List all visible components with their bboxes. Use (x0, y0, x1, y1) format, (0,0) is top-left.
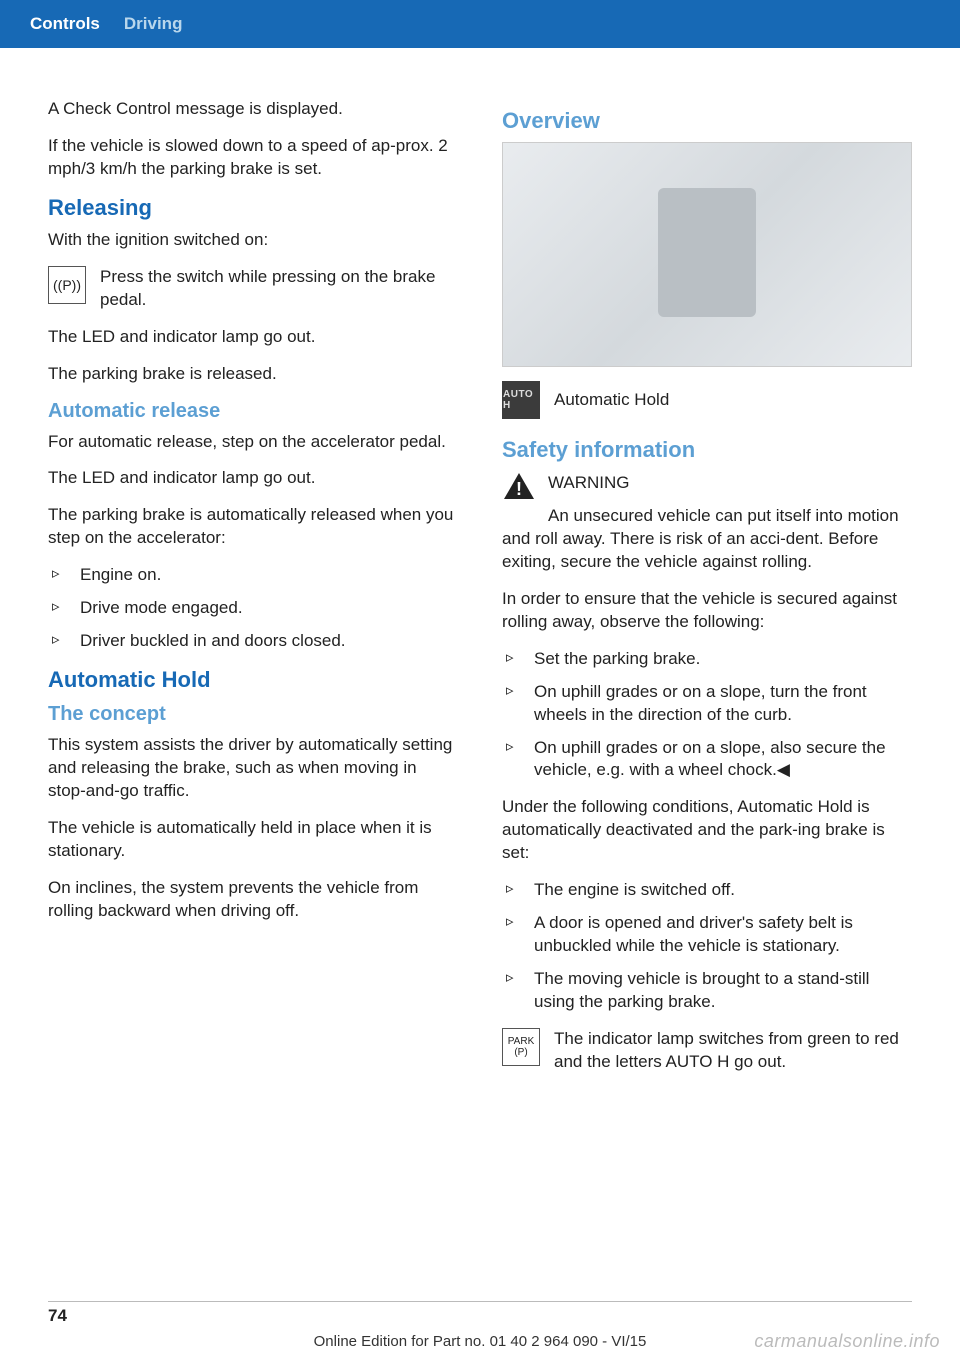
page-content: A Check Control message is displayed. If… (0, 48, 960, 1088)
body-text: The vehicle is automatically held in pla… (48, 817, 458, 863)
list-item: Engine on. (48, 564, 458, 587)
right-column: Overview AUTO H Automatic Hold Safety in… (502, 98, 912, 1088)
body-text: On inclines, the system prevents the veh… (48, 877, 458, 923)
body-text: With the ignition switched on: (48, 229, 458, 252)
icon-instruction-row: ((P)) Press the switch while pressing on… (48, 266, 458, 312)
heading-automatic-hold: Automatic Hold (48, 667, 458, 693)
body-text: This system assists the driver by automa… (48, 734, 458, 803)
body-text: Under the following conditions, Automati… (502, 796, 912, 865)
list-item: Drive mode engaged. (48, 597, 458, 620)
body-text: An unsecured vehicle can put itself into… (502, 505, 912, 574)
header-bar: Controls Driving (0, 0, 960, 48)
tab-driving[interactable]: Driving (124, 14, 183, 34)
body-text: The LED and indicator lamp go out. (48, 326, 458, 349)
auto-h-button-icon: AUTO H (502, 381, 540, 419)
body-text: The parking brake is automatically relea… (48, 504, 458, 550)
body-text: The parking brake is released. (48, 363, 458, 386)
park-text-bot: (P) (514, 1047, 527, 1058)
list-item: Driver buckled in and doors closed. (48, 630, 458, 653)
heading-overview: Overview (502, 108, 912, 134)
warning-label: WARNING (548, 471, 630, 493)
warning-icon: ! (502, 471, 536, 501)
svg-text:!: ! (516, 479, 522, 499)
list-item: On uphill grades or on a slope, turn the… (502, 681, 912, 727)
body-text: A Check Control message is displayed. (48, 98, 458, 121)
body-text: Press the switch while pressing on the b… (100, 266, 458, 312)
body-text: For automatic release, step on the accel… (48, 431, 458, 454)
heading-automatic-release: Automatic release (48, 400, 458, 423)
watermark-text: carmanualsonline.info (754, 1331, 940, 1352)
body-text: In order to ensure that the vehicle is s… (502, 588, 912, 634)
park-text-top: PARK (508, 1036, 535, 1047)
list-item: On uphill grades or on a slope, also sec… (502, 737, 912, 783)
list-item: The moving vehicle is brought to a stand… (502, 968, 912, 1014)
bullet-list: Engine on. Drive mode engaged. Driver bu… (48, 564, 458, 653)
left-column: A Check Control message is displayed. If… (48, 98, 458, 1088)
warning-header-row: ! WARNING (502, 471, 912, 501)
body-text: If the vehicle is slowed down to a speed… (48, 135, 458, 181)
body-text: Automatic Hold (554, 381, 912, 412)
warning-text: An unsecured vehicle can put itself into… (502, 506, 899, 571)
bullet-list: Set the parking brake. On uphill grades … (502, 648, 912, 783)
console-figure (502, 142, 912, 367)
body-text: The LED and indicator lamp go out. (48, 467, 458, 490)
heading-safety-information: Safety information (502, 437, 912, 463)
park-indicator-row: PARK (P) The indicator lamp switches fro… (502, 1028, 912, 1074)
parking-brake-icon: ((P)) (48, 266, 86, 304)
heading-the-concept: The concept (48, 703, 458, 726)
page-number: 74 (48, 1306, 67, 1326)
autoh-button-row: AUTO H Automatic Hold (502, 381, 912, 419)
heading-releasing: Releasing (48, 195, 458, 221)
list-item: The engine is switched off. (502, 879, 912, 902)
body-text: The indicator lamp switches from green t… (554, 1028, 912, 1074)
park-indicator-icon: PARK (P) (502, 1028, 540, 1066)
bullet-list: The engine is switched off. A door is op… (502, 879, 912, 1014)
list-item: Set the parking brake. (502, 648, 912, 671)
tab-controls[interactable]: Controls (30, 14, 100, 34)
page-footer: 74 Online Edition for Part no. 01 40 2 9… (0, 1302, 960, 1362)
list-item: A door is opened and driver's safety bel… (502, 912, 912, 958)
footer-rule (48, 1301, 912, 1302)
